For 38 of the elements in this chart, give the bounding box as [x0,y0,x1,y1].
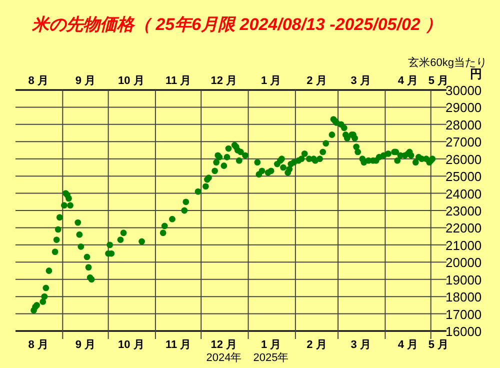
y-tick-label: 22000 [446,220,482,236]
x-tick-label: 4 月 [398,75,418,87]
x-tick-label: 12 月 [210,75,238,87]
text: 1 月 [261,339,282,351]
y-tick-label: 24000 [446,186,482,202]
text: 10 月 [118,339,144,351]
text: 8 月 [28,339,48,351]
text: 9 月 [75,339,96,351]
text: 玄米60kg当たり [408,56,487,69]
y-tick-label: 28000 [446,117,482,132]
y-tick-label: 23000 [446,204,482,218]
y-tick-label: 17000 [446,306,482,322]
text: 3 月 [350,339,371,351]
y-tick-label: 29000 [446,100,482,116]
text: 12 月 [210,339,238,351]
x-tick-label: 9 月 [75,75,96,87]
y-tick-label: 18000 [446,290,482,305]
x-tick-label: 10 月 [118,75,144,87]
text: 2024年 [206,352,242,364]
y-tick-label: 19000 [446,272,482,288]
title: 米の先物価格（ 25年6月限 2024/08/13 -2025/05/02 ） [32,15,442,34]
x-tick-label: 1 月 [261,75,282,87]
y-tick-label: 21000 [446,238,482,253]
text: 2025年 [253,352,289,364]
x-tick-label: 3 月 [350,75,371,87]
y-tick-label: 16000 [446,324,482,339]
y-tick-label: 25000 [446,169,482,184]
x-tick-label: 11 月 [165,75,192,87]
text: 5 月 [428,339,449,351]
text: 11 月 [165,339,192,351]
x-tick-label: 8 月 [28,75,48,87]
y-axis-title: 円 [470,67,482,81]
text: 4 月 [398,339,418,351]
y-tick-label: 27000 [446,134,482,150]
y-tick-label: 20000 [446,255,482,270]
text: 2 月 [306,339,327,351]
x-tick-label: 2 月 [306,75,327,87]
y-tick-label: 26000 [446,152,482,167]
